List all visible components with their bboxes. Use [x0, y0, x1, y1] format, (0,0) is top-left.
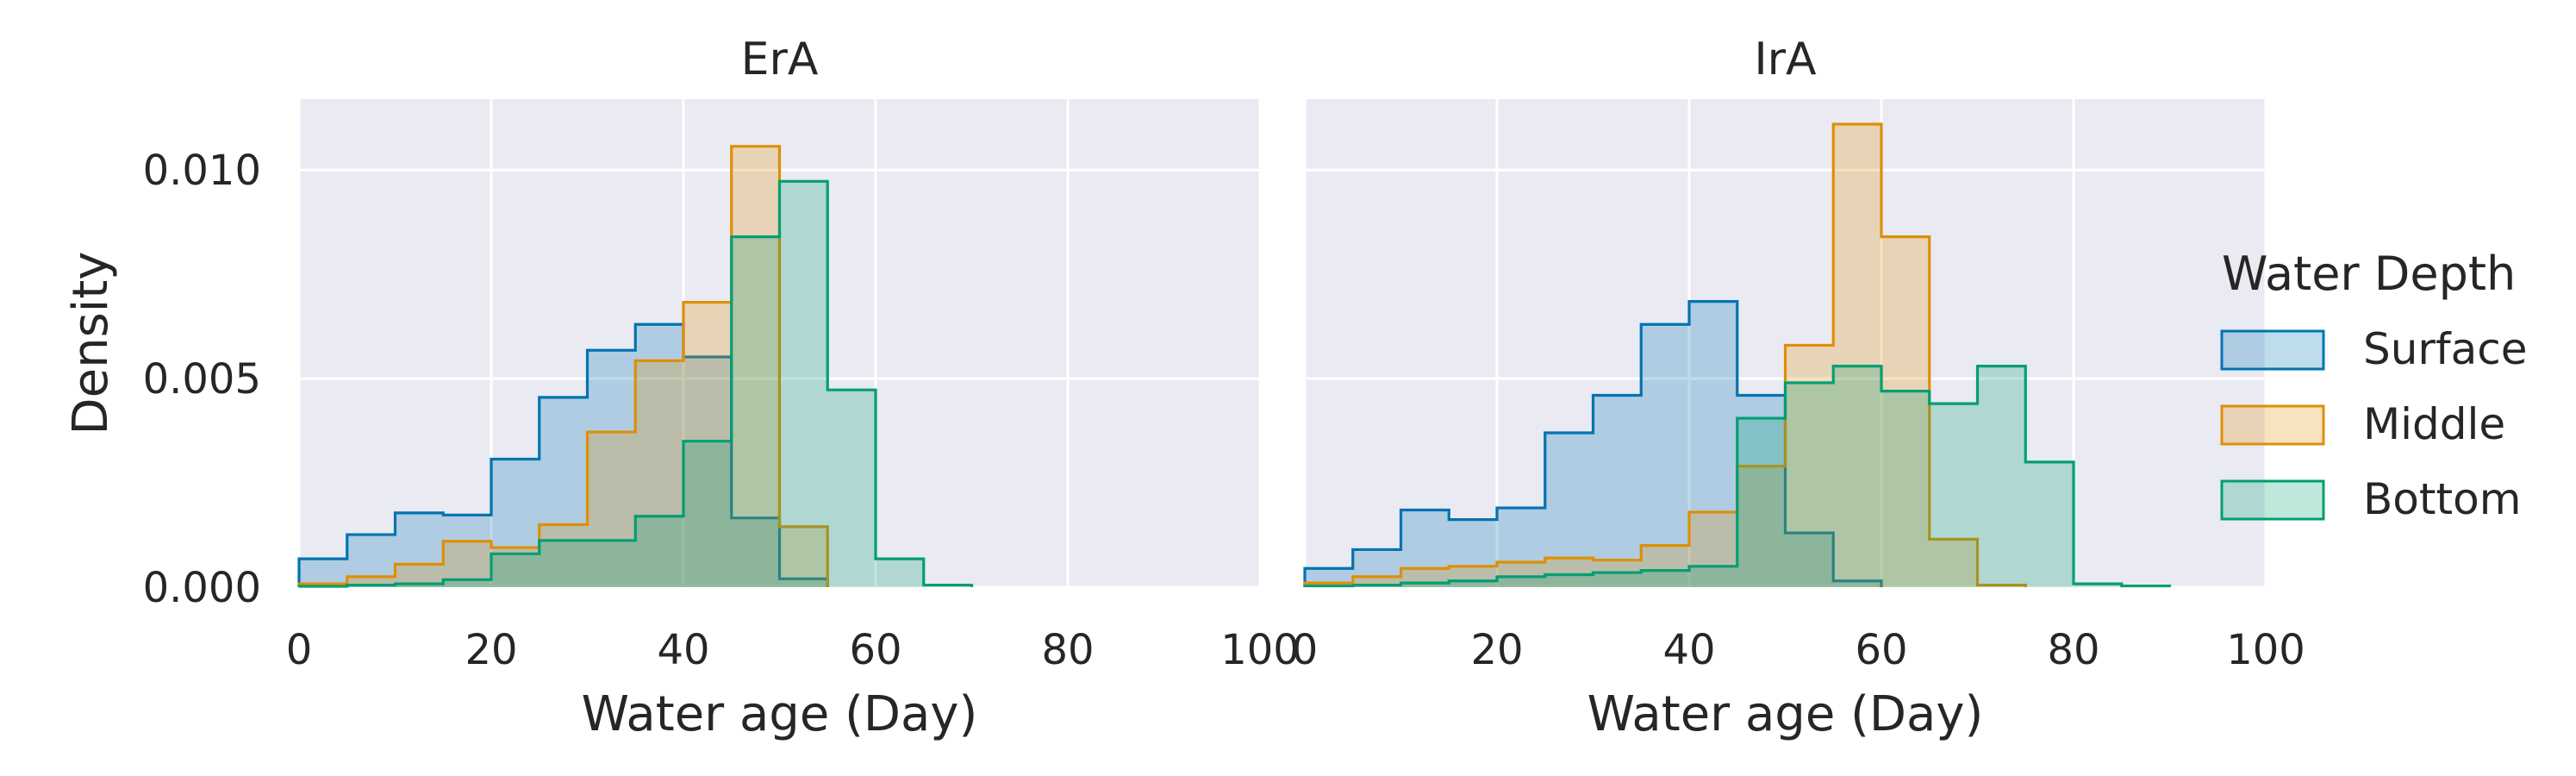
- y-tick-label: 0.005: [143, 355, 261, 404]
- histogram-fill-era-bottom: [299, 181, 972, 588]
- x-tick-label-era-80: 80: [1041, 626, 1094, 674]
- legend-swatch-bottom: [2220, 479, 2325, 521]
- histograms-ira: [1303, 122, 2172, 588]
- x-tick-label-ira-60: 60: [1855, 626, 1907, 674]
- legend-title: Water Depth: [2222, 247, 2516, 301]
- x-tick-label-ira-20: 20: [1470, 626, 1523, 674]
- x-tick-label-ira-40: 40: [1662, 626, 1715, 674]
- gridlines-ira: [1303, 99, 2267, 589]
- legend-label-middle: Middle: [2363, 399, 2505, 449]
- x-tick-label-era-40: 40: [657, 626, 709, 674]
- histogram-series-ira-bottom: [1303, 365, 2172, 588]
- y-axis-label: Density: [63, 252, 119, 435]
- histogram-fill-ira-middle: [1305, 124, 2026, 587]
- legend-label-bottom: Bottom: [2363, 474, 2521, 524]
- x-tick-label-ira-0: 0: [1292, 626, 1319, 674]
- histogram-series-era-surface: [297, 322, 829, 587]
- legend: Water Depth Surface Middle Bottom: [2220, 247, 2527, 524]
- histogram-series-ira-surface: [1303, 300, 1883, 587]
- x-axis-label-ira: Water age (Day): [1587, 686, 1984, 742]
- x-tick-label-era-60: 60: [849, 626, 901, 674]
- y-tick-label: 0.010: [143, 147, 261, 195]
- histogram-series-era-bottom: [297, 179, 974, 588]
- panel-ira: 0 20 40 60 80 100 IrA Water age (Day): [1292, 34, 2305, 742]
- x-tick-label-era-20: 20: [465, 626, 517, 674]
- histogram-series-ira-middle: [1303, 122, 2027, 587]
- legend-swatch-surface: [2220, 329, 2325, 371]
- histogram-fill-era-surface: [299, 324, 828, 587]
- x-ticks-era: 0 20 40 60 80 100: [286, 626, 1300, 674]
- histogram-fill-era-middle: [299, 146, 828, 587]
- x-tick-label-era-0: 0: [286, 626, 313, 674]
- histograms-era: [297, 145, 974, 588]
- x-tick-label-era-100: 100: [1220, 626, 1300, 674]
- x-axis-label-era: Water age (Day): [582, 686, 978, 742]
- y-tick-label: 0.000: [143, 564, 261, 612]
- y-ticks: 0.000 0.005 0.010: [143, 147, 261, 612]
- x-tick-label-ira-100: 100: [2226, 626, 2305, 674]
- legend-label-surface: Surface: [2363, 324, 2527, 374]
- panel-title-ira: IrA: [1754, 34, 1817, 85]
- panel-title-era: ErA: [741, 34, 819, 85]
- panel-era: 0 20 40 60 80 100 0.000 0.005 0.010 ErA Water a…: [63, 34, 1300, 742]
- histogram-series-era-middle: [297, 145, 829, 587]
- legend-swatch-middle: [2220, 404, 2325, 446]
- x-tick-label-ira-80: 80: [2047, 626, 2099, 674]
- x-ticks-ira: 0 20 40 60 80 100: [1292, 626, 2305, 674]
